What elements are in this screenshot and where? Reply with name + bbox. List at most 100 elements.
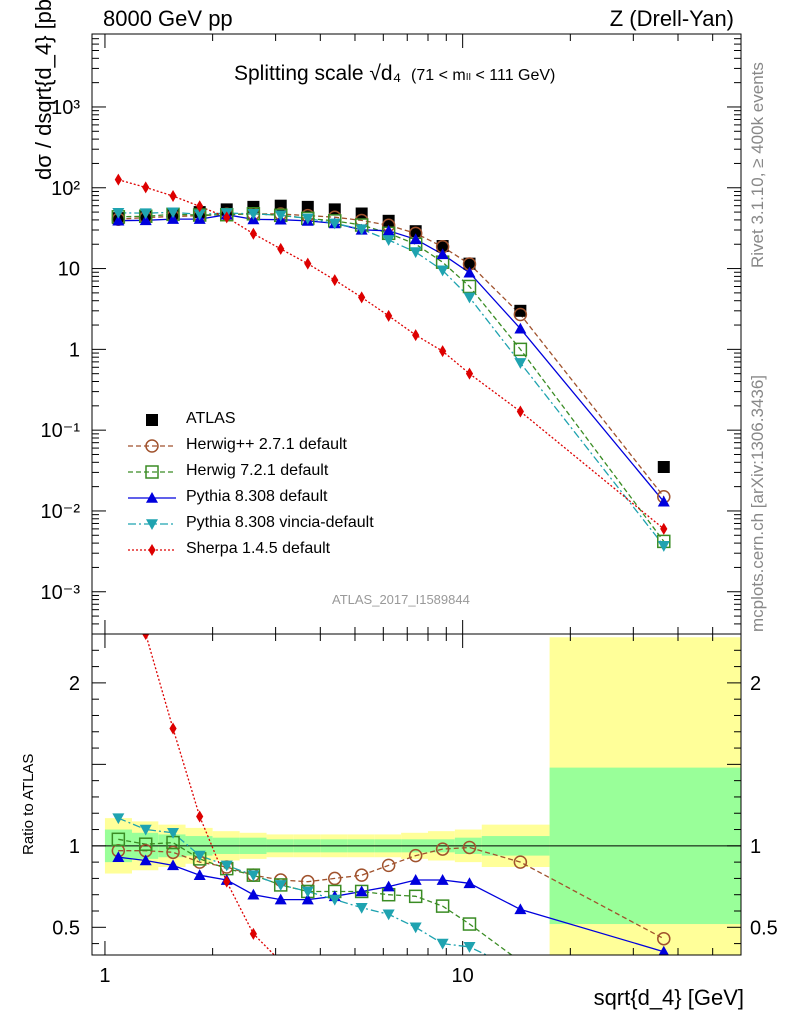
- series-1-ratio-point: [435, 842, 450, 856]
- series-4-main-point: [409, 247, 422, 259]
- series-5-main-point: [412, 329, 420, 342]
- series-1-ratio-line: [118, 846, 665, 940]
- mcplots-reference-label: mcplots.cern.ch [arXiv:1306.3436]: [748, 374, 767, 632]
- series-5-main-point: [439, 345, 447, 358]
- series-5-ratio-point: [412, 995, 419, 1007]
- series-3-ratio-point: [409, 874, 422, 885]
- y-tick-label-main: 10⁻²: [41, 501, 81, 523]
- series-4-ratio-point: [193, 850, 206, 862]
- series-0-main-point: [657, 460, 670, 473]
- series-5-ratio-point: [249, 927, 257, 940]
- series-1-ratio-point: [513, 855, 528, 869]
- legend-marker: [145, 439, 159, 453]
- series-3-ratio-point: [274, 893, 287, 905]
- series-3-main-point: [409, 233, 422, 245]
- series-5-main-point: [223, 211, 231, 224]
- axes-ticks: [92, 33, 741, 955]
- series-1-ratio-point: [328, 871, 342, 886]
- series-0-main-point: [382, 214, 395, 227]
- series-4-main-point: [436, 265, 449, 277]
- series-2-main-point: [462, 279, 477, 294]
- series-3-ratio-point: [167, 859, 180, 871]
- series-3-ratio-point: [658, 945, 669, 955]
- series-5-main-line: [118, 179, 665, 530]
- x-tick-label: 10: [452, 965, 474, 987]
- series-5-main-point: [169, 190, 177, 203]
- series-5-ratio-point: [277, 956, 284, 968]
- series-4-main-point: [247, 209, 260, 220]
- series-5-ratio-point: [385, 991, 392, 1003]
- series-1-ratio-point: [166, 845, 180, 860]
- series-4-ratio-point: [328, 894, 341, 906]
- series-5-ratio-point: [466, 996, 473, 1008]
- y-tick-label-ratio: 2: [69, 673, 80, 695]
- series-3-ratio-point: [463, 877, 476, 889]
- series-4-main-point: [167, 207, 180, 219]
- series-3-main-point: [139, 214, 152, 226]
- series-3-ratio-point: [436, 874, 449, 885]
- series-2-ratio-point: [462, 917, 477, 931]
- legend-marker: [148, 544, 156, 556]
- series-2-ratio-point: [408, 889, 423, 904]
- series-4-ratio-point: [463, 942, 476, 953]
- series-3-main-point: [436, 248, 449, 260]
- series-4-main-point: [274, 210, 287, 222]
- series-3-main-point: [514, 322, 527, 334]
- legend-marker: [146, 492, 158, 503]
- legend-marker: [146, 414, 158, 426]
- series-2-ratio-point: [111, 832, 126, 847]
- series-4-ratio-point: [274, 880, 287, 891]
- series-5-ratio-point: [115, 514, 122, 526]
- axes-frame: [91, 33, 742, 956]
- series-5-main-point: [249, 227, 257, 240]
- series-4-ratio-point: [301, 886, 314, 898]
- series-5-main-point: [142, 181, 150, 194]
- ratio-panel-frame: [91, 633, 742, 956]
- series-3-ratio-line: [118, 856, 664, 953]
- series-3-ratio-point: [514, 903, 527, 915]
- series-5-ratio-point: [358, 988, 365, 1000]
- x-axis-label: sqrt{d_4} [GeV]: [593, 985, 744, 1010]
- header-energy-label: 8000 GeV pp: [103, 6, 233, 31]
- tick-labels: 1 10 10⁻³ 10⁻² 10⁻¹ 1 10 10² 10³ 0.5 0.5 1 1 2 2: [41, 97, 778, 987]
- series-5-main-point: [331, 274, 339, 287]
- series-5-main-point: [114, 173, 122, 186]
- series-markers: [111, 173, 671, 1008]
- series-2-main-point: [513, 342, 528, 357]
- series-5-main-point: [660, 522, 668, 535]
- series-4-main-line: [118, 211, 665, 547]
- series-3-main-point: [463, 266, 476, 278]
- ratio-uncertainty-bands: [92, 637, 741, 955]
- legend-marker: [146, 519, 158, 530]
- legend-entry-label: Pythia 8.308 vincia-default: [186, 514, 374, 531]
- y-tick-label-ratio-right: 2: [750, 673, 761, 695]
- series-5-ratio-point: [196, 810, 204, 823]
- series-5-main-point: [196, 200, 204, 213]
- series-3-ratio-point: [301, 893, 314, 905]
- series-5-ratio-point: [517, 993, 524, 1005]
- series-4-ratio-point: [139, 824, 152, 836]
- series-2-ratio-line: [118, 838, 513, 955]
- series-0-main-point: [436, 240, 449, 253]
- chart-title-main: Splitting scale √d₄: [234, 62, 402, 85]
- y-axis-label-main: dσ / dsqrt{d_4} [pb,GeV⁻¹]: [31, 0, 56, 180]
- series-0-main-point: [463, 257, 476, 270]
- series-4-ratio-point: [514, 966, 526, 977]
- series-4-ratio-point: [167, 827, 180, 839]
- series-1-ratio-point: [408, 848, 423, 863]
- legend-marker: [145, 465, 159, 479]
- y-tick-label-main: 10⁻¹: [41, 420, 81, 442]
- series-4-ratio-point: [409, 922, 422, 934]
- y-tick-label-main: 10: [58, 259, 80, 281]
- series-3-ratio-point: [112, 851, 125, 863]
- series-5-main-point: [465, 367, 474, 380]
- legend-entry-label: Pythia 8.308 default: [186, 488, 328, 505]
- series-3-ratio-point: [193, 869, 206, 880]
- series-5-ratio-point: [439, 995, 446, 1007]
- series-3-main-line: [118, 214, 665, 503]
- series-4-main-point: [463, 292, 476, 304]
- series-4-ratio-point: [220, 860, 233, 872]
- series-3-ratio-point: [355, 885, 368, 897]
- legend-entry-label: Sherpa 1.4.5 default: [186, 540, 331, 557]
- series-5-main-point: [358, 291, 366, 304]
